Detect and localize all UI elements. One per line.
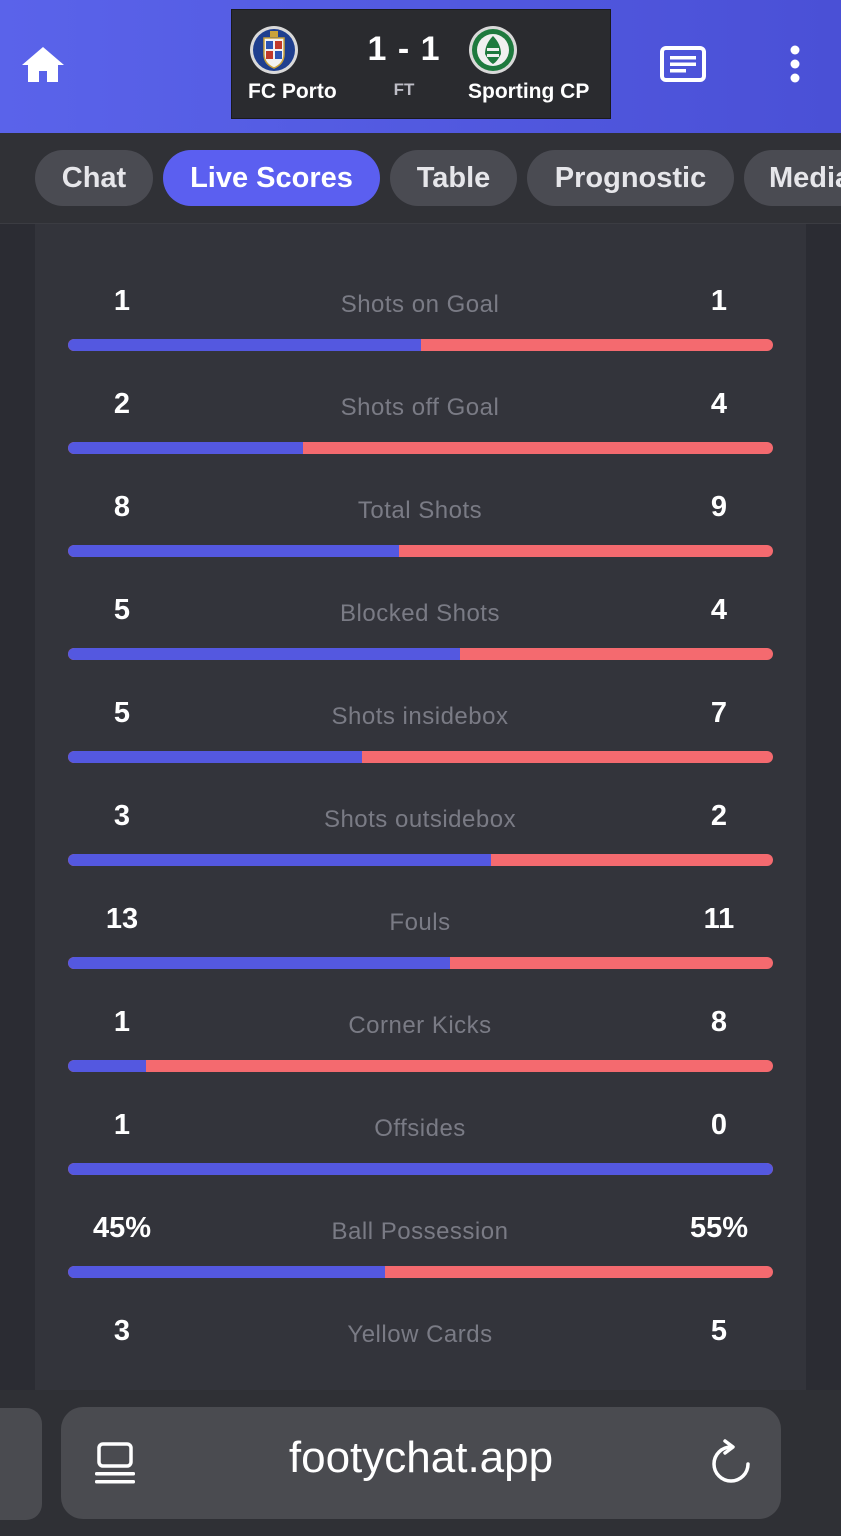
- stat-home-share-fill: [68, 957, 451, 969]
- stat-away-value: 55%: [689, 1212, 749, 1244]
- sporting-cp-crest-icon: [467, 24, 519, 76]
- stat-home-value: 3: [113, 1315, 131, 1347]
- stat-comparison-bar: [68, 1266, 773, 1278]
- stat-home-share-fill: [68, 1163, 773, 1175]
- address-bar[interactable]: footychat.app: [61, 1407, 781, 1519]
- stat-comparison-bar: [68, 957, 773, 969]
- stat-home-value: 1: [113, 1109, 131, 1141]
- stat-home-share-fill: [68, 1266, 386, 1278]
- stat-row: 1 Shots on Goal 1: [35, 242, 806, 351]
- stat-away-value: 7: [710, 697, 728, 729]
- stat-away-value: 11: [703, 903, 735, 935]
- stat-home-value: 5: [113, 594, 131, 626]
- stat-home-value: 8: [113, 491, 131, 523]
- stat-away-value: 0: [710, 1109, 728, 1141]
- stat-row: 5 Blocked Shots 4: [35, 551, 806, 660]
- match-stats-panel: 1 Shots on Goal 1 2 Shots off Goal 4 8 Total Sh…: [35, 224, 806, 1390]
- stat-label: Corner Kicks: [348, 1012, 492, 1039]
- tab-media[interactable]: Media: [744, 150, 841, 206]
- stat-row: 2 Shots off Goal 4: [35, 345, 806, 454]
- stat-comparison-bar: [68, 1060, 773, 1072]
- browser-toolbar: footychat.app: [0, 1390, 841, 1536]
- stat-row: 1 Corner Kicks 8: [35, 963, 806, 1072]
- stat-row: 13 Fouls 11: [35, 860, 806, 969]
- stat-row: 1 Offsides 0: [35, 1066, 806, 1175]
- stat-away-value: 5: [710, 1315, 728, 1347]
- tab-live-scores[interactable]: Live Scores: [163, 150, 380, 206]
- stat-comparison-bar: [68, 1163, 773, 1175]
- tabs-icon[interactable]: [93, 1440, 137, 1488]
- away-team-name: Sporting CP: [468, 80, 590, 103]
- stat-label: Shots off Goal: [340, 394, 500, 421]
- stat-label: Fouls: [389, 909, 451, 936]
- stat-home-share-fill: [68, 1060, 147, 1072]
- home-icon: [22, 47, 64, 82]
- match-header: FC Porto 1 - 1 FT Sporting CP: [0, 0, 841, 133]
- match-status: FT: [393, 80, 415, 99]
- stat-label: Ball Possession: [331, 1218, 509, 1245]
- stat-away-value: 8: [710, 1006, 728, 1038]
- url-text[interactable]: footychat.app: [288, 1433, 554, 1482]
- fc-porto-crest-icon: [248, 24, 300, 76]
- stat-label: Blocked Shots: [340, 600, 500, 627]
- scoreboard[interactable]: FC Porto 1 - 1 FT Sporting CP: [231, 9, 611, 119]
- match-score: 1 - 1: [367, 30, 441, 68]
- stat-row: 5 Shots insidebox 7: [35, 654, 806, 763]
- stat-label: Shots insidebox: [331, 703, 509, 730]
- stat-away-value: 9: [710, 491, 728, 523]
- reload-icon[interactable]: [709, 1439, 753, 1487]
- stat-label: Yellow Cards: [347, 1321, 493, 1348]
- stat-home-share-fill: [68, 751, 362, 763]
- home-button[interactable]: [20, 44, 66, 84]
- stat-comparison-bar: [68, 854, 773, 866]
- stat-row: 3 Yellow Cards 5: [35, 1272, 806, 1375]
- stat-home-value: 13: [105, 903, 139, 935]
- stat-home-value: 2: [113, 388, 131, 420]
- stat-away-value: 4: [710, 388, 728, 420]
- stat-home-value: 1: [113, 1006, 131, 1038]
- tab-prognostic[interactable]: Prognostic: [527, 150, 734, 206]
- tab-table[interactable]: Table: [390, 150, 517, 206]
- stat-home-value: 3: [113, 800, 131, 832]
- stat-label: Offsides: [374, 1115, 466, 1142]
- more-vertical-icon: [790, 45, 800, 83]
- home-team-name: FC Porto: [248, 80, 337, 103]
- stat-row: 3 Shots outsidebox 2: [35, 757, 806, 866]
- stat-comparison-bar: [68, 648, 773, 660]
- stat-comparison-bar: [68, 339, 773, 351]
- stat-label: Total Shots: [357, 497, 483, 524]
- stat-home-value: 45%: [92, 1212, 152, 1244]
- stat-row: 8 Total Shots 9: [35, 448, 806, 557]
- stat-comparison-bar: [68, 545, 773, 557]
- stat-home-share-fill: [68, 442, 303, 454]
- news-icon: [660, 46, 706, 82]
- stat-home-share-fill: [68, 854, 491, 866]
- stat-home-value: 1: [113, 285, 131, 317]
- tab-chat[interactable]: Chat: [35, 150, 153, 206]
- more-options-button[interactable]: [780, 44, 810, 84]
- stat-comparison-bar: [68, 751, 773, 763]
- stat-away-value: 4: [710, 594, 728, 626]
- stat-home-value: 5: [113, 697, 131, 729]
- previous-tab-preview[interactable]: [0, 1408, 42, 1520]
- stat-away-value: 1: [710, 285, 728, 317]
- news-button[interactable]: [660, 46, 706, 82]
- stat-home-share-fill: [68, 339, 421, 351]
- stat-label: Shots on Goal: [340, 291, 500, 318]
- stat-row: 45% Ball Possession 55%: [35, 1169, 806, 1278]
- stat-home-share-fill: [68, 648, 460, 660]
- tab-bar: Chat Live Scores Table Prognostic Media: [0, 133, 841, 224]
- stat-label: Shots outsidebox: [323, 806, 517, 833]
- stat-comparison-bar: [68, 442, 773, 454]
- stat-away-value: 2: [710, 800, 728, 832]
- stat-home-share-fill: [68, 545, 400, 557]
